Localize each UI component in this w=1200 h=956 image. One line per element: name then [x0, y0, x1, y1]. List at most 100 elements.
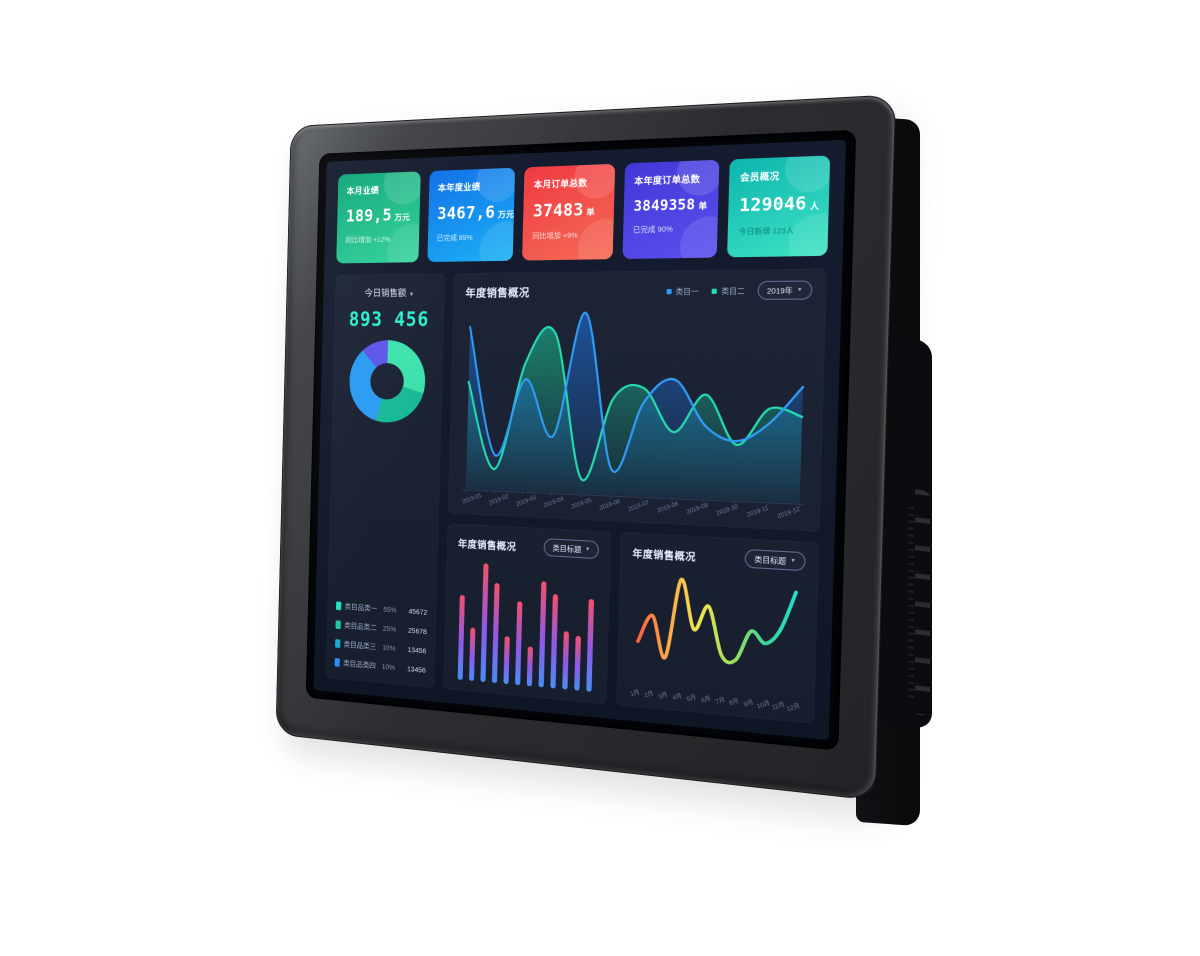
- legend-percent: 10%: [382, 643, 396, 653]
- year-selector[interactable]: 2019年 ▼: [757, 280, 813, 300]
- x-tick-label: 2019-07: [627, 500, 651, 514]
- kpi-card-note: 已完成 90%: [632, 224, 673, 235]
- annual-sales-panel: 年度销售概况 类目一 类目二 2019年 ▼ 2019-01 2019-02 2019…: [448, 269, 827, 532]
- kpi-card: 会员概况 129046 人今日新增 123人: [727, 155, 831, 258]
- kpi-cards: 本月业绩 189,5 万元 同比增加 +12% 本年度业绩 3467,6 万元 已完成 89%…: [336, 155, 831, 264]
- legend-swatch: [334, 657, 340, 667]
- kpi-number: 129046: [739, 193, 807, 217]
- legend-dot: [666, 288, 672, 294]
- legend-value: 13456: [407, 664, 426, 675]
- kpi-unit: 单: [586, 207, 596, 219]
- legend-label: 类目二: [721, 285, 745, 296]
- chevron-down-icon: ▼: [408, 292, 415, 298]
- donut-legend-row: 类目品类一 55% 45672: [335, 600, 428, 617]
- legend-label: 类目品类四: [343, 658, 376, 671]
- donut-chart: [348, 339, 427, 424]
- today-sales-selector-label: 今日销售额: [364, 288, 407, 300]
- panel-title: 年度销售概况: [632, 548, 697, 564]
- kpi-unit: 单: [698, 201, 708, 213]
- kpi-card-note: 同比增加 +9%: [532, 230, 578, 241]
- x-tick-label: 2019-01: [461, 493, 483, 506]
- kpi-number: 37483: [532, 200, 584, 222]
- kpi-card: 本年度业绩 3467,6 万元已完成 89%: [426, 167, 516, 263]
- monitor-screen: 本月业绩 189,5 万元 同比增加 +12% 本年度业绩 3467,6 万元 已完成 89%…: [305, 129, 857, 751]
- legend-label: 类目一: [675, 286, 699, 296]
- kpi-unit: 人: [809, 201, 820, 213]
- x-tick-label: 2019-10: [715, 504, 740, 518]
- kpi-unit: 万元: [394, 213, 411, 224]
- legend-swatch: [335, 620, 341, 630]
- legend-value: 45672: [408, 606, 428, 617]
- chevron-down-icon: ▼: [585, 546, 591, 554]
- kpi-card: 本月业绩 189,5 万元 同比增加 +12%: [336, 171, 421, 264]
- x-tick-label: 2019-04: [542, 496, 565, 510]
- heatsink-ridges: [908, 506, 914, 703]
- x-tick-label: 2019-08: [656, 501, 680, 516]
- legend-percent: 55%: [383, 604, 397, 615]
- kpi-card-title: 本年度订单总数: [634, 173, 701, 187]
- x-tick-label: 2019-02: [488, 494, 510, 508]
- donut-legend-row: 类目品类三 10% 13456: [335, 638, 426, 656]
- kpi-card-title: 本月订单总数: [533, 177, 588, 190]
- x-tick-label: 2019-11: [746, 505, 770, 520]
- legend-swatch: [335, 639, 341, 649]
- legend-label: 类目品类三: [343, 639, 377, 652]
- main-row: 今日销售额 ▼ 893 456 类目品类一 55% 45672 类目品类二 25% 2567…: [326, 269, 827, 724]
- chevron-down-icon: ▼: [790, 558, 796, 565]
- legend-percent: 10%: [381, 662, 396, 672]
- panel-title: 年度销售概况: [465, 287, 530, 300]
- legend-dot: [711, 288, 718, 294]
- kpi-card-value: 129046 人: [739, 193, 820, 217]
- bar-chart-panel: 年度销售概况 类目标题 ▼: [443, 523, 611, 704]
- chevron-down-icon: ▼: [797, 286, 803, 294]
- kpi-card-title: 本月业绩: [346, 185, 380, 197]
- panel-pc-monitor: 本月业绩 189,5 万元 同比增加 +12% 本年度业绩 3467,6 万元 已完成 89%…: [275, 94, 897, 801]
- panel-title: 年度销售概况: [457, 539, 517, 554]
- kpi-card-value: 3467,6 万元: [437, 203, 514, 224]
- x-tick-label: 12月: [786, 703, 802, 714]
- today-sales-value: 893 456: [348, 307, 430, 331]
- area-chart: [460, 304, 812, 510]
- kpi-number: 189,5: [345, 206, 393, 227]
- legend-swatch: [335, 601, 342, 611]
- x-tick-label: 2019-09: [685, 503, 710, 517]
- kpi-card-note: 同比增加 +12%: [345, 234, 391, 245]
- kpi-card: 本月订单总数 37483 单同比增加 +9%: [522, 163, 615, 261]
- right-column: 年度销售概况 类目一 类目二 2019年 ▼ 2019-01 2019-02 2019…: [443, 269, 827, 724]
- kpi-card: 本年度订单总数 3849358 单已完成 90%: [622, 159, 720, 259]
- series-legend-item: 类目二: [711, 285, 745, 297]
- x-tick-label: 2019-03: [515, 495, 537, 509]
- kpi-number: 3849358: [633, 196, 696, 216]
- legend-label: 类目品类一: [344, 602, 378, 614]
- monitor-bezel: 本月业绩 189,5 万元 同比增加 +12% 本年度业绩 3467,6 万元 已完成 89%…: [275, 94, 897, 801]
- line-chart: [629, 566, 805, 702]
- dashboard: 本月业绩 189,5 万元 同比增加 +12% 本年度业绩 3467,6 万元 已完成 89%…: [313, 139, 847, 741]
- kpi-unit: 万元: [497, 210, 515, 221]
- series-legend: 类目一 类目二: [666, 285, 745, 297]
- legend-percent: 25%: [382, 623, 397, 634]
- year-selector-label: 2019年: [766, 285, 793, 296]
- x-tick-label: 2019-12: [776, 507, 802, 521]
- kpi-card-note: 今日新增 123人: [738, 225, 795, 237]
- category-selector-line[interactable]: 类目标题 ▼: [744, 549, 806, 572]
- bottom-row: 年度销售概况 类目标题 ▼: [443, 523, 819, 723]
- kpi-card-title: 本年度业绩: [437, 181, 481, 194]
- legend-label: 类目品类二: [344, 620, 377, 633]
- kpi-card-title: 会员概况: [739, 171, 780, 183]
- heatsink-fins: [915, 489, 930, 717]
- series-legend-item: 类目一: [666, 285, 699, 297]
- category-selector-label: 类目标题: [754, 554, 787, 566]
- line-chart-panel: 年度销售概况 类目标题 ▼ 1月 2月 3月 4月 5月 6月 7月 8月 9月 10月 11月 12…: [616, 532, 819, 723]
- legend-value: 25678: [407, 625, 427, 637]
- donut-legend-row: 类目品类四 10% 13456: [334, 657, 426, 676]
- annual-sales-header: 年度销售概况 类目一 类目二 2019年 ▼: [465, 280, 813, 301]
- today-sales-selector[interactable]: 今日销售额 ▼: [344, 285, 436, 299]
- legend-value: 13456: [407, 645, 427, 656]
- category-selector-bar[interactable]: 类目标题 ▼: [543, 538, 600, 560]
- x-tick-label: 2019-05: [570, 497, 593, 512]
- bar-chart: [454, 555, 598, 695]
- kpi-card-note: 已完成 89%: [436, 232, 473, 243]
- category-selector-label: 类目标题: [552, 543, 582, 555]
- today-sales-panel: 今日销售额 ▼ 893 456 类目品类一 55% 45672 类目品类二 25% 2567…: [326, 273, 445, 688]
